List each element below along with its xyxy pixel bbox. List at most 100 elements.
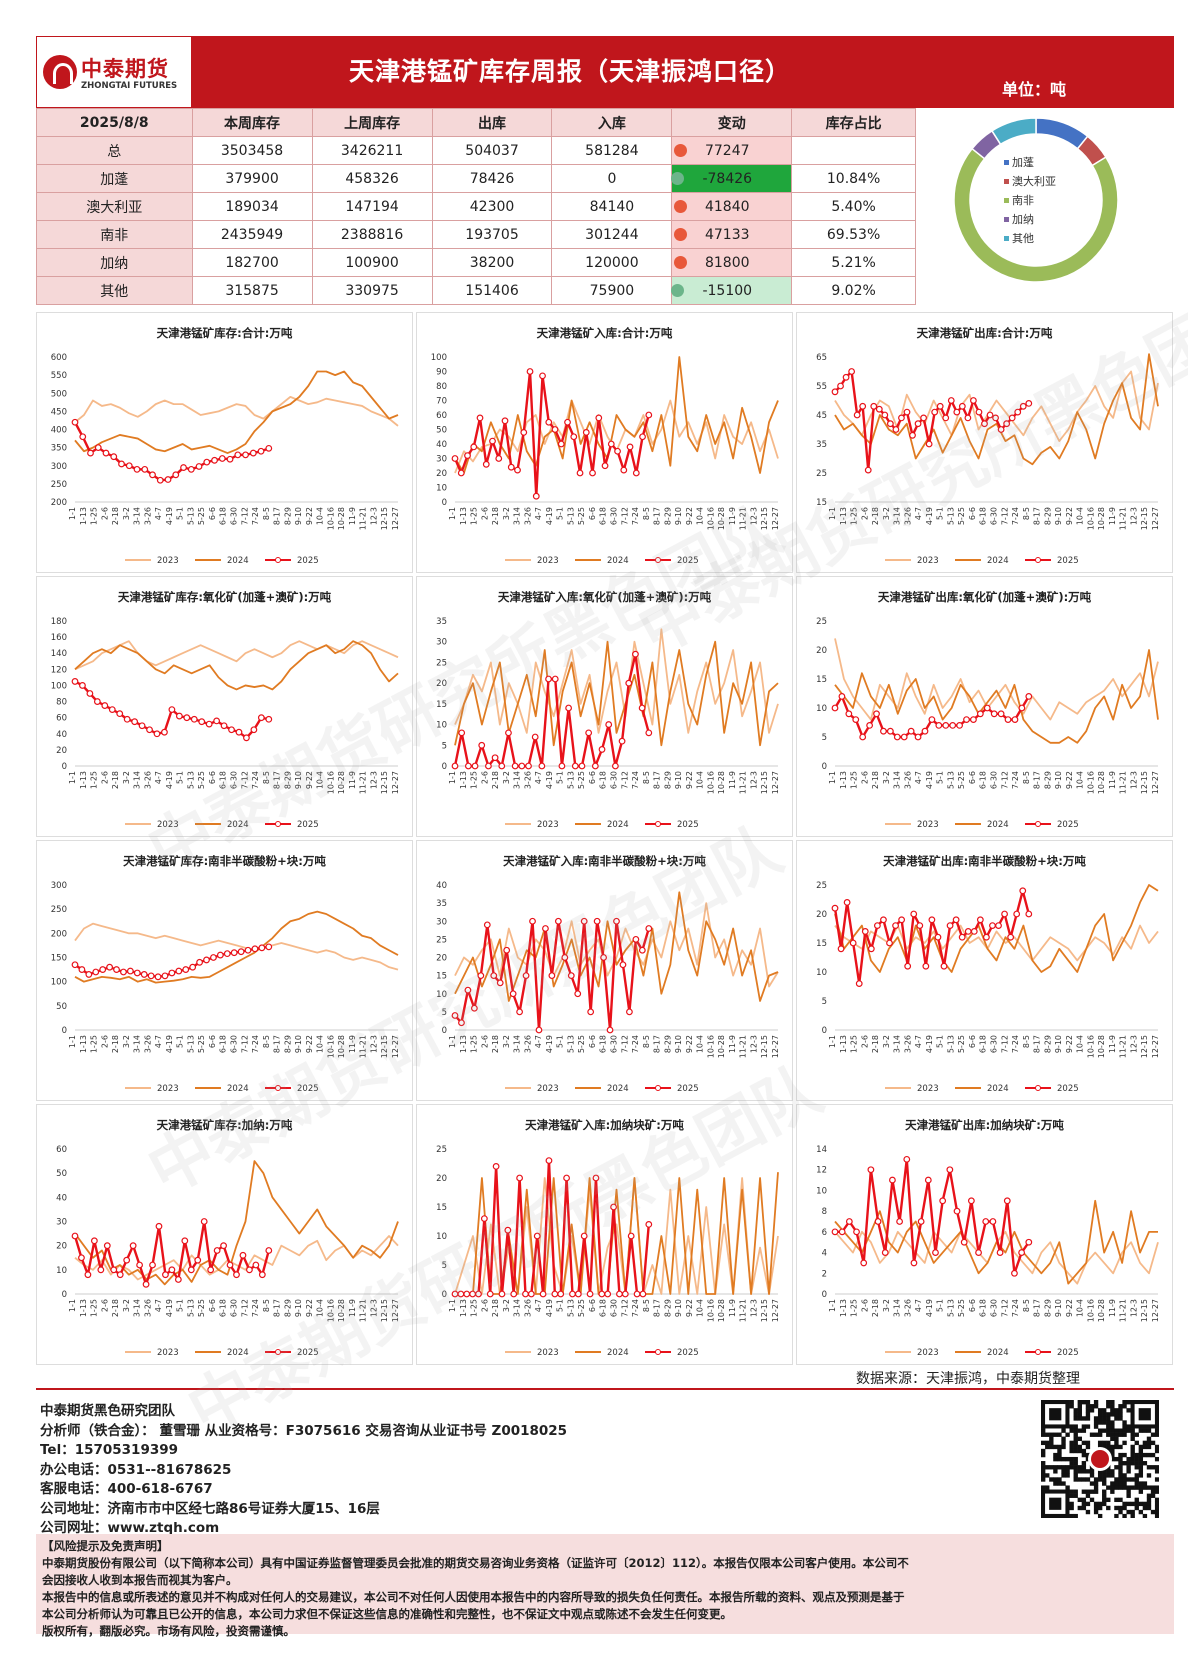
logo-en: ZHONGTAI FUTURES	[81, 81, 178, 91]
x-tick-label: 7-24	[251, 507, 260, 525]
logo-mark-icon	[43, 55, 77, 89]
x-tick-label: 10-28	[337, 507, 346, 530]
series-point	[620, 466, 628, 474]
x-tick-label: 5-25	[957, 507, 966, 525]
x-tick-label: 4-7	[534, 1299, 543, 1312]
series-point	[477, 972, 485, 980]
y-tick-label: 15	[816, 939, 827, 949]
series-point	[935, 721, 943, 729]
series-point	[265, 715, 273, 723]
series-point	[585, 729, 593, 737]
series-point	[218, 455, 226, 462]
series-point	[893, 733, 901, 741]
donut-slice	[1035, 117, 1089, 150]
x-tick-label: 10-28	[1097, 507, 1106, 530]
x-tick-label: 12-15	[1140, 507, 1149, 530]
x-tick-label: 11-21	[1119, 507, 1128, 530]
x-tick-label: 10-16	[326, 507, 335, 530]
series-point	[880, 727, 887, 735]
increase-dot-icon	[673, 144, 687, 157]
x-tick-label: 3-14	[513, 507, 522, 525]
series-point	[639, 1290, 647, 1298]
series-point	[632, 650, 639, 658]
series-point	[557, 1290, 565, 1298]
series-point	[580, 1232, 588, 1240]
series-point	[942, 721, 950, 729]
chart-title: 天津港锰矿入库:南非半碳酸粉+块:万吨	[503, 854, 706, 868]
x-tick-label: 7-24	[631, 771, 640, 789]
series-point	[84, 1271, 92, 1279]
x-tick-label: 11-9	[728, 1299, 737, 1317]
x-tick-label: 6-6	[968, 1299, 977, 1312]
x-tick-label: 12-3	[369, 1035, 378, 1053]
x-tick-label: 5-13	[566, 1299, 575, 1317]
x-tick-label: 7-24	[1011, 507, 1020, 525]
y-tick-label: 20	[816, 646, 827, 656]
x-tick-label: 6-30	[990, 1299, 999, 1317]
series-point	[90, 1237, 98, 1245]
x-tick-label: 12-15	[1140, 771, 1149, 794]
y-tick-label: 14	[816, 1145, 827, 1155]
header-bar: 中泰期货 ZHONGTAI FUTURES 天津港锰矿库存周报（天津振鸿口径） …	[36, 36, 1174, 108]
series-point	[106, 963, 114, 971]
series-point	[86, 690, 94, 697]
legend-label: 2024	[987, 1084, 1009, 1094]
x-tick-label: 3-26	[903, 771, 912, 789]
legend-label: 2024	[227, 1348, 249, 1358]
series-point	[595, 414, 603, 422]
series-point	[1008, 414, 1016, 422]
inventory-table: 2025/8/8 本周库存 上周库存 出库 入库 变动 库存占比总 3503458 342621…	[36, 108, 916, 305]
x-tick-label: 10-4	[696, 1035, 705, 1053]
y-tick-label: 20	[436, 469, 447, 479]
series-point	[1025, 692, 1033, 700]
x-tick-label: 5-1	[176, 1035, 185, 1048]
x-tick-label: 12-3	[749, 1299, 758, 1317]
x-tick-label: 4-19	[165, 1035, 174, 1053]
x-tick-label: 8-29	[1043, 1035, 1052, 1053]
legend-label: 2025	[1057, 556, 1079, 566]
x-tick-label: 2-6	[860, 1299, 869, 1312]
series-point	[213, 717, 221, 725]
legend-label: 2025	[297, 820, 319, 830]
x-tick-label: 7-24	[1011, 771, 1020, 789]
series-point	[1019, 887, 1027, 895]
y-tick-label: 140	[51, 649, 67, 659]
x-tick-label: 2-18	[491, 507, 500, 525]
legend-label: 2024	[607, 1348, 629, 1358]
y-tick-label: 350	[51, 444, 67, 454]
series-point	[864, 466, 872, 474]
line-chart-panel: 0 50 100 150 200 250 300 1-1 1-13 1-25 2-6 2-18 3-2 3…	[36, 840, 413, 1101]
series-point	[239, 1251, 247, 1259]
series-point	[881, 411, 889, 419]
series-point	[843, 899, 851, 906]
series-point	[598, 1290, 606, 1298]
x-tick-label: 3-2	[502, 1299, 511, 1312]
x-tick-label: 6-30	[230, 1299, 239, 1317]
x-tick-label: 6-6	[588, 507, 597, 520]
series-point	[180, 464, 187, 471]
series-point	[892, 922, 899, 929]
x-tick-label: 4-19	[545, 1035, 554, 1053]
row-name: 澳大利亚	[36, 192, 193, 221]
series-point	[992, 414, 999, 422]
x-tick-label: 2-6	[860, 507, 869, 520]
x-tick-label: 7-24	[251, 1299, 260, 1317]
table-cell: 458326	[311, 164, 433, 193]
legend-label: 2023	[157, 556, 179, 566]
series-point	[458, 1019, 465, 1027]
series-point	[952, 916, 960, 924]
series-point	[949, 721, 957, 729]
legend-marker-icon	[655, 557, 661, 563]
x-tick-label: 12-15	[380, 507, 389, 530]
series-point	[932, 1249, 939, 1256]
x-tick-label: 3-2	[122, 771, 131, 784]
series-point	[589, 469, 596, 477]
chart-title: 天津港锰矿入库:加纳块矿:万吨	[525, 1118, 684, 1132]
table-cell: 189034	[191, 192, 313, 221]
series-point	[249, 449, 257, 457]
x-tick-label: 5-25	[577, 507, 586, 525]
series-line-2025	[455, 1159, 650, 1296]
y-tick-label: 80	[436, 382, 447, 392]
series-point	[235, 728, 243, 736]
